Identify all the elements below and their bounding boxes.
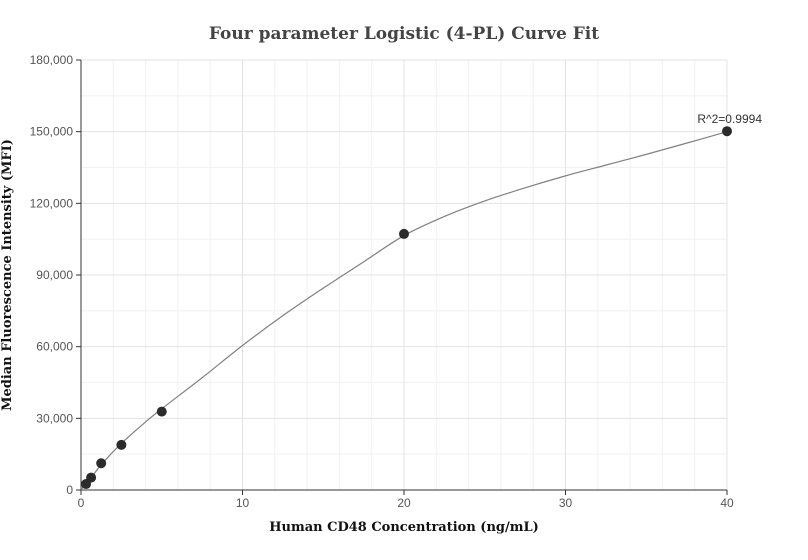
grid	[80, 59, 728, 491]
y-tick-label: 60,000	[36, 340, 73, 354]
fit-curve	[80, 131, 728, 490]
y-tick-label: 90,000	[36, 268, 73, 282]
data-point	[156, 406, 167, 417]
data-point	[722, 126, 732, 137]
y-tick-label: 150,000	[30, 125, 74, 139]
y-tick-label: 180,000	[30, 53, 74, 67]
tick-labels: 0 10 20 30 40 0 30,000 60,000 90,000 120,000 150,0…	[30, 53, 734, 510]
y-tick-label: 120,000	[30, 196, 74, 210]
y-tick-label: 30,000	[36, 411, 73, 425]
data-points	[81, 126, 732, 490]
x-tick-label: 20	[397, 496, 411, 510]
data-point	[96, 458, 107, 469]
x-axis-title: Human CD48 Concentration (ng/mL)	[269, 520, 539, 535]
annotations: R^2=0.9994	[697, 112, 762, 126]
x-tick-label: 40	[720, 496, 734, 510]
data-point	[399, 228, 409, 239]
r-squared-label: R^2=0.9994	[697, 112, 762, 126]
y-axis-title: Median Fluorescence Intensity (MFI)	[0, 139, 15, 411]
data-point	[86, 472, 97, 483]
x-tick-label: 30	[559, 496, 573, 510]
x-tick-label: 10	[236, 496, 250, 510]
x-tick-label: 0	[78, 496, 85, 510]
y-tick-label: 0	[66, 483, 73, 497]
data-point	[116, 439, 127, 450]
axes	[76, 59, 728, 495]
chart-title: Four parameter Logistic (4-PL) Curve Fit	[209, 24, 599, 44]
